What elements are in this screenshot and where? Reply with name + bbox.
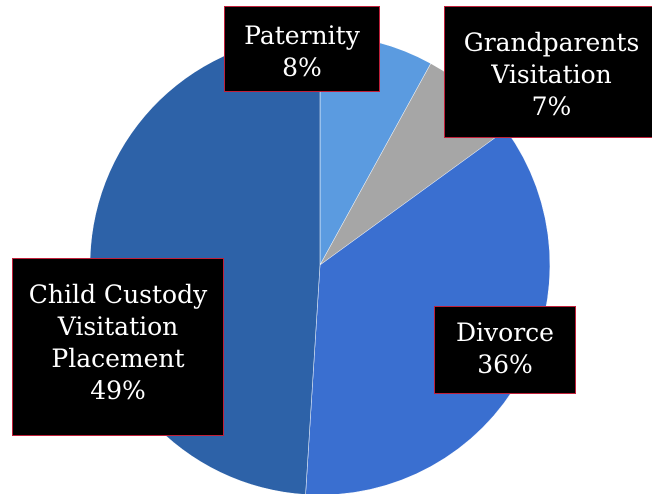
slice-label-divorce: Divorce 36% bbox=[434, 306, 576, 394]
slice-label-line: 36% bbox=[477, 350, 533, 379]
slice-label-child-custody: Child Custody Visitation Placement 49% bbox=[12, 258, 224, 436]
slice-label-line: Child Custody bbox=[28, 280, 208, 309]
slice-label-line: Visitation bbox=[491, 60, 612, 89]
slice-label-line: 7% bbox=[531, 92, 572, 121]
slice-label-line: 8% bbox=[282, 53, 322, 82]
slice-label-line: 49% bbox=[90, 376, 146, 405]
slice-label-line: Divorce bbox=[456, 318, 554, 347]
slice-label-line: Visitation bbox=[57, 312, 179, 341]
slice-label-paternity: Paternity 8% bbox=[224, 6, 380, 92]
slice-label-grandparents-visitation: Grandparents Visitation 7% bbox=[444, 6, 652, 138]
slice-label-line: Grandparents bbox=[463, 28, 640, 57]
slice-label-line: Placement bbox=[51, 344, 185, 373]
slice-label-line: Paternity bbox=[244, 21, 360, 50]
